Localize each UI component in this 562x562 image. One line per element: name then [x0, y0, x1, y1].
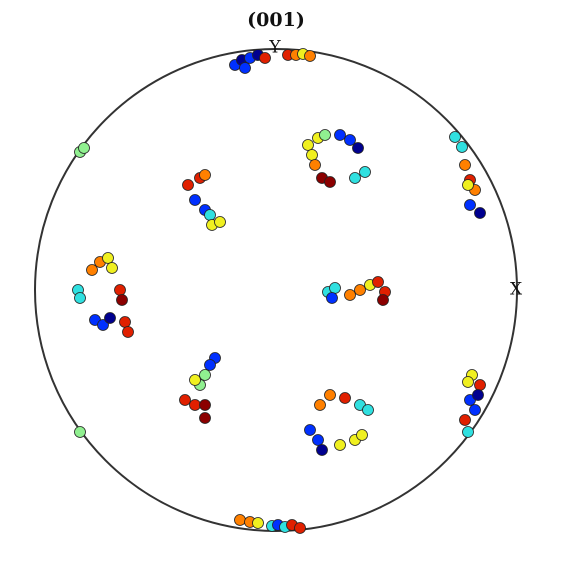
point	[349, 172, 361, 184]
point	[344, 134, 356, 146]
point	[214, 216, 226, 228]
point	[104, 312, 116, 324]
point	[316, 444, 328, 456]
point	[119, 316, 131, 328]
point	[474, 379, 486, 391]
point	[302, 139, 314, 151]
point	[312, 434, 324, 446]
point	[319, 129, 331, 141]
chart-title: (001)	[247, 9, 305, 31]
point	[377, 294, 389, 306]
point	[324, 176, 336, 188]
point	[356, 429, 368, 441]
point	[314, 399, 326, 411]
point	[469, 404, 481, 416]
point	[182, 179, 194, 191]
point	[122, 326, 134, 338]
point	[259, 52, 271, 64]
point	[204, 209, 216, 221]
point	[86, 264, 98, 276]
point	[74, 426, 86, 438]
point	[464, 199, 476, 211]
point	[339, 392, 351, 404]
point	[199, 412, 211, 424]
point	[179, 394, 191, 406]
point	[199, 399, 211, 411]
point	[78, 142, 90, 154]
point	[334, 129, 346, 141]
point	[472, 389, 484, 401]
point	[102, 252, 114, 264]
point	[306, 149, 318, 161]
point	[326, 292, 338, 304]
point	[234, 514, 246, 526]
point	[252, 517, 264, 529]
point	[304, 50, 316, 62]
point	[114, 284, 126, 296]
point	[199, 169, 211, 181]
point	[97, 319, 109, 331]
point	[462, 376, 474, 388]
point	[199, 369, 211, 381]
point	[304, 424, 316, 436]
point	[189, 399, 201, 411]
point	[239, 62, 251, 74]
point	[354, 284, 366, 296]
point	[462, 179, 474, 191]
point	[334, 439, 346, 451]
point	[309, 159, 321, 171]
point	[449, 131, 461, 143]
point	[359, 166, 371, 178]
point	[204, 359, 216, 371]
point	[372, 276, 384, 288]
point	[459, 159, 471, 171]
point	[474, 207, 486, 219]
point	[329, 282, 341, 294]
point	[352, 142, 364, 154]
point	[189, 194, 201, 206]
point	[189, 374, 201, 386]
point	[456, 141, 468, 153]
y-axis-label: Y	[268, 38, 281, 58]
point	[344, 289, 356, 301]
point	[106, 262, 118, 274]
point	[116, 294, 128, 306]
x-axis-label: X	[510, 280, 523, 300]
pole-circle	[34, 48, 518, 532]
point	[362, 404, 374, 416]
point	[459, 414, 471, 426]
point	[462, 426, 474, 438]
point	[74, 292, 86, 304]
point	[294, 522, 306, 534]
point	[324, 389, 336, 401]
